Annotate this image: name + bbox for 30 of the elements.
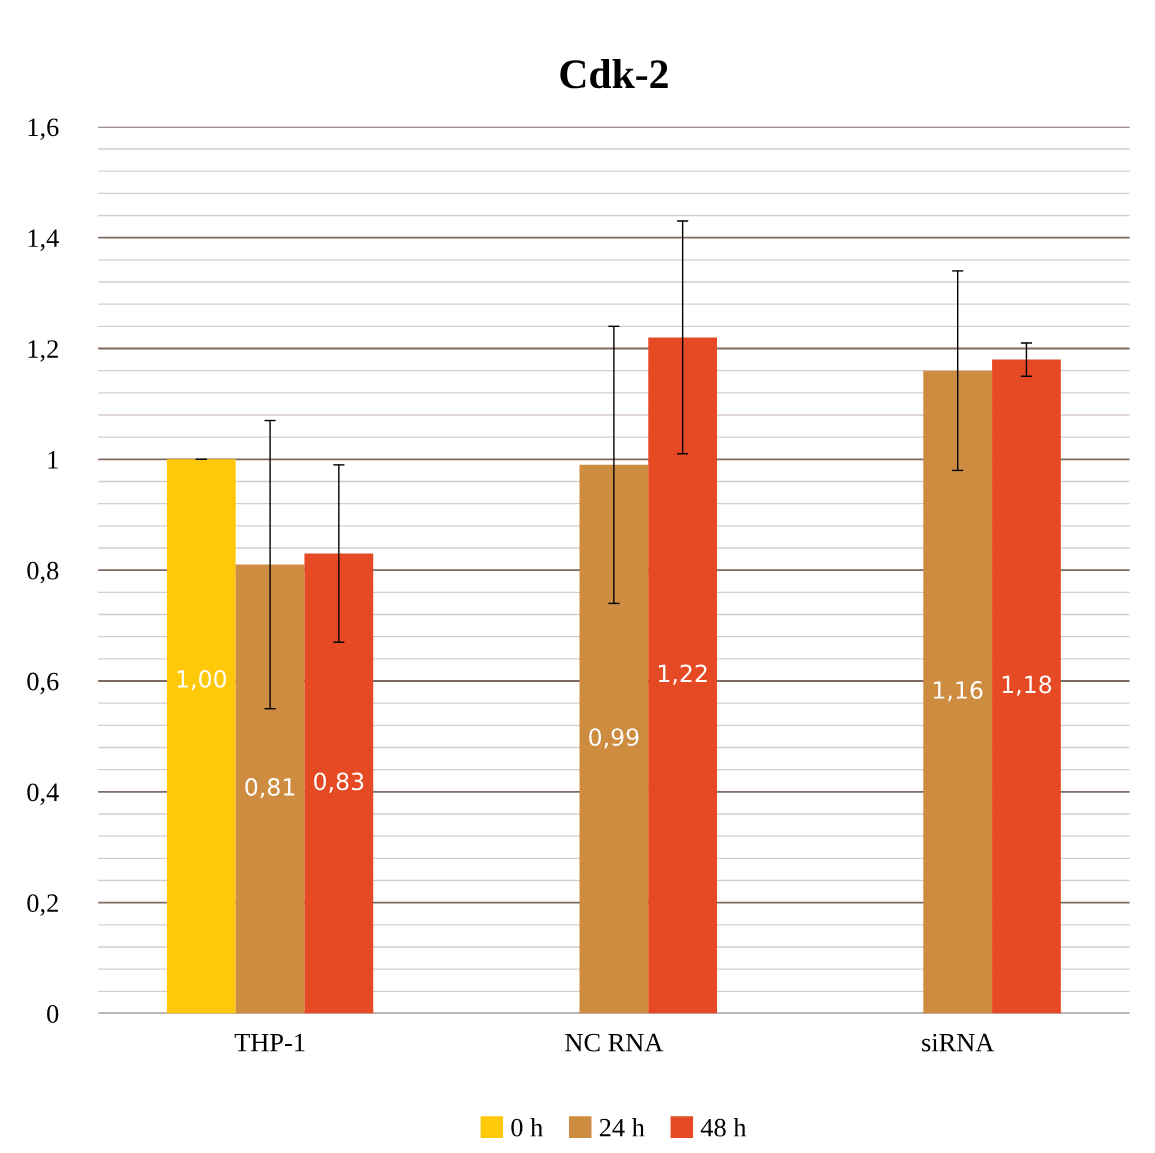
bar xyxy=(235,564,305,1014)
bar xyxy=(648,337,718,1014)
y-tick-label: 0,6 xyxy=(27,672,59,695)
data-label: 0,83 xyxy=(314,772,364,793)
bar xyxy=(166,459,236,1014)
bar xyxy=(923,370,993,1014)
bar xyxy=(579,464,649,1014)
data-label: 0,99 xyxy=(589,728,639,749)
data-label: 1,18 xyxy=(1002,675,1052,696)
y-tick-label: 1,2 xyxy=(28,340,58,362)
y-tick-label: 1,4 xyxy=(28,229,59,251)
data-label: 1,16 xyxy=(934,681,983,702)
y-tick-label: 1,6 xyxy=(28,118,59,141)
y-tick-label: 0 xyxy=(47,1005,59,1023)
bar xyxy=(304,553,374,1014)
bar xyxy=(992,359,1061,1014)
y-tick-label: 1 xyxy=(48,451,58,469)
x-tick-label: NC RNA xyxy=(565,1033,664,1052)
chart-title: Cdk-2 xyxy=(560,59,668,89)
y-tick-label: 0,2 xyxy=(27,894,58,916)
y-tick-label: 0,4 xyxy=(27,783,59,806)
x-tick-label: THP-1 xyxy=(234,1033,305,1052)
legend-label: 48 h xyxy=(700,1117,747,1137)
data-label: 1,22 xyxy=(658,664,707,685)
legend-label: 0 h xyxy=(511,1117,543,1137)
data-label: 1,00 xyxy=(177,669,227,691)
x-tick-label: siRNA xyxy=(922,1033,995,1052)
y-tick-label: 0,8 xyxy=(27,561,59,584)
data-label: 0,81 xyxy=(245,778,295,799)
legend-label: 24 h xyxy=(599,1117,645,1137)
